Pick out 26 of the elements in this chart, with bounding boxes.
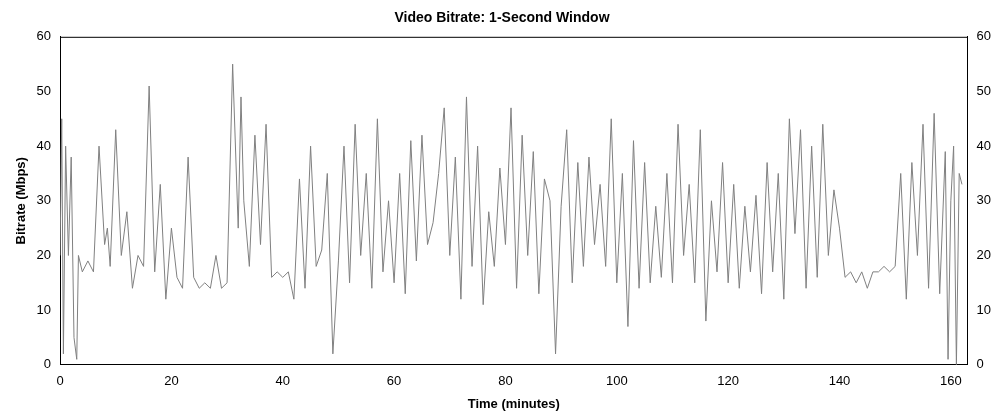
- y2-tick-label: 60: [976, 28, 992, 44]
- y2-tick-label: 0: [976, 356, 984, 372]
- x-tick-label: 160: [939, 373, 962, 389]
- y-tick-label: 10: [36, 301, 52, 317]
- y2-tick-label: 50: [976, 83, 992, 99]
- x-tick-label: 100: [605, 373, 628, 389]
- x-axis-title: Time (minutes): [467, 395, 560, 411]
- y-tick-label: 30: [36, 192, 52, 208]
- y-axis-title: Bitrate (Mbps): [13, 157, 29, 245]
- x-tick-label: 0: [56, 373, 64, 389]
- y2-tick-label: 30: [976, 192, 992, 208]
- y-tick-label: 20: [36, 247, 52, 263]
- y-tick-label: 0: [43, 356, 52, 372]
- x-tick-label: 60: [386, 373, 402, 389]
- y2-tick-label: 10: [976, 301, 992, 317]
- y-tick-label: 40: [36, 137, 52, 153]
- x-tick-label: 40: [275, 373, 290, 389]
- x-tick-label: 120: [717, 373, 739, 389]
- x-tick-label: 80: [498, 373, 513, 389]
- y2-tick-label: 20: [976, 247, 992, 263]
- y-tick-label: 50: [36, 83, 52, 99]
- y2-tick-label: 40: [976, 137, 992, 153]
- y-tick-label: 60: [36, 28, 52, 44]
- x-tick-label: 20: [164, 373, 179, 389]
- x-tick-label: 140: [828, 373, 851, 389]
- chart-title: Video Bitrate: 1-Second Window: [394, 9, 610, 26]
